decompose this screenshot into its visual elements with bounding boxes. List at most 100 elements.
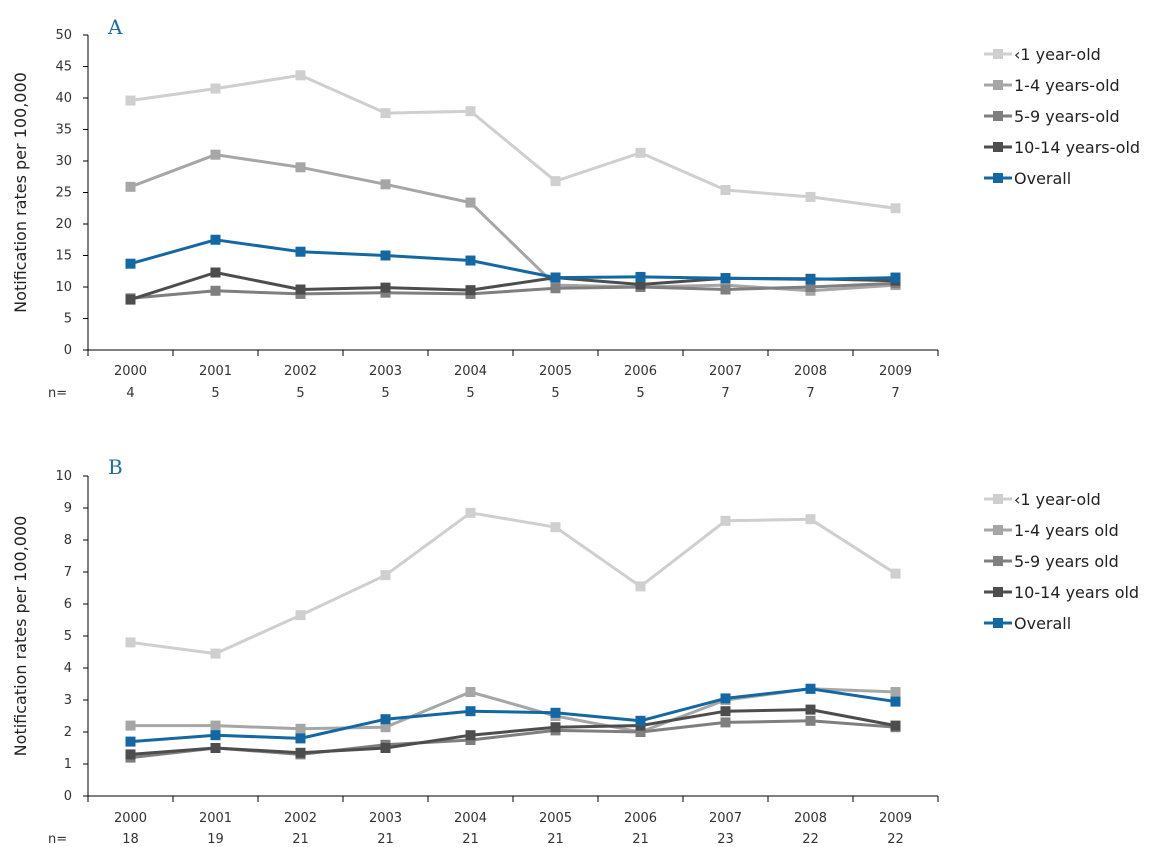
panel-a-y-axis-label: Notification rates per 100,000	[11, 72, 30, 313]
panel-b-series-1-point	[380, 570, 391, 581]
panel-b-n-label: n=	[48, 832, 67, 843]
panel-a-y-tick-label: 35	[55, 123, 72, 138]
panel-a-legend-label: 5-9 years-old	[1014, 107, 1120, 126]
panel-b-legend-label: 5-9 years old	[1014, 552, 1119, 571]
panel-a-series-5-point	[125, 258, 136, 269]
panel-b-y-tick-label: 6	[64, 597, 72, 612]
panel-a-series-5-point	[380, 250, 391, 261]
panel-a-series-3-point	[380, 287, 391, 298]
panel-a-n-value: 5	[551, 386, 559, 401]
panel-b-n-value: 21	[377, 832, 394, 843]
panel-b-series-1-point	[890, 568, 901, 579]
panel-a-x-tick-label: 2009	[879, 364, 912, 379]
panel-b-x-tick-label: 2005	[539, 811, 572, 826]
panel-a-n-value: 7	[806, 386, 814, 401]
panel-b-series-5-point	[720, 693, 731, 704]
panel-a-x-tick-label: 2002	[284, 364, 317, 379]
panel-a-y-tick-label: 50	[55, 28, 72, 43]
panel-b-x-tick-label: 2008	[794, 811, 827, 826]
panel-b-series-1-point	[635, 581, 646, 592]
panel-a-series-5-point	[805, 274, 816, 285]
panel-b-series-1-point	[465, 507, 476, 518]
panel-b-series-1-point	[210, 648, 221, 659]
panel-b-n-value: 22	[887, 832, 904, 843]
panel-b-series-4-point	[380, 743, 391, 753]
panel-a-legend-label: ‹1 year-old	[1014, 45, 1101, 64]
panel-b-series-2-point	[125, 720, 136, 731]
panel-a-n-label: n=	[48, 386, 67, 401]
panel-b-legend-swatch-marker	[993, 556, 1003, 566]
panel-a-x-tick-label: 2006	[624, 364, 657, 379]
panel-a-series-2-point	[465, 197, 476, 208]
panel-b-series-2-point	[890, 687, 901, 697]
panel-a-series-3-point	[210, 285, 221, 296]
panel-b-series-2-point	[210, 720, 221, 731]
panel-b-series-3-point	[635, 727, 646, 737]
panel-b-y-tick-label: 9	[64, 501, 72, 516]
panel-b-y-tick-label: 7	[64, 565, 72, 580]
panel-a-legend-swatch-marker	[993, 173, 1003, 183]
panel-b-legend-swatch-marker	[993, 587, 1003, 597]
panel-b-series-4-line	[130, 708, 896, 756]
panel-a-y-tick-label: 25	[55, 186, 72, 201]
panel-b-series-5-point	[805, 683, 816, 694]
panel-b-n-value: 21	[632, 832, 649, 843]
panel-a-n-value: 5	[211, 386, 219, 401]
panel-b-series-5-point	[890, 696, 901, 707]
panel-b-n-value: 21	[547, 832, 564, 843]
panel-a-series-3-line	[130, 281, 896, 300]
panel-a-n-value: 5	[636, 386, 644, 401]
panel-b-x-tick-label: 2006	[624, 811, 657, 826]
panel-b-y-tick-label: 1	[64, 757, 72, 772]
panel-a-n-value: 7	[721, 386, 729, 401]
panel-a-x-tick-label: 2005	[539, 364, 572, 379]
panel-a-n-value: 5	[466, 386, 474, 401]
panel-a-y-tick-label: 30	[55, 154, 72, 169]
panel-b-series-5-point	[465, 706, 476, 717]
panel-b-series-4-point	[465, 730, 476, 741]
panel-a-series-1-line	[130, 73, 896, 210]
panel-b-legend-swatch-marker	[993, 494, 1003, 504]
panel-b-x-tick-label: 2009	[879, 811, 912, 826]
panel-b-x-tick-label: 2003	[369, 811, 402, 826]
panel-a-n-value: 5	[381, 386, 389, 401]
panel-a-y-tick-label: 5	[64, 312, 72, 327]
panel-a-series-1-point	[125, 95, 136, 106]
panel-b-legend-swatch-marker	[993, 525, 1003, 535]
panel-b-series-5-point	[210, 730, 221, 741]
panel-a-series-2-point	[380, 179, 391, 190]
panel-a-y-tick-label: 15	[55, 249, 72, 264]
panel-a-series-5-point	[890, 272, 901, 283]
panel-a-series-3-point	[805, 282, 816, 292]
panel-a-legend-swatch-marker	[993, 111, 1003, 121]
panel-b-series-2-point	[380, 722, 391, 733]
panel-b-series-5-point	[125, 736, 136, 747]
panel-a-legend-label: 1-4 years-old	[1014, 76, 1120, 95]
panel-a-series-1-point	[890, 203, 901, 214]
panel-b-letter: B	[108, 455, 123, 479]
panel-a-chart: A 0 5 10 15 20 25 30 35 40 45 50 2000 4 2001 5 2002 5 2003…	[11, 15, 1140, 401]
panel-a-series-1-point	[295, 70, 306, 81]
panel-a-legend-label: 10-14 years-old	[1014, 138, 1140, 157]
panel-a-series-4-line	[130, 271, 896, 302]
panel-a-legend-swatch-marker	[993, 80, 1003, 90]
panel-a-legend-swatch-marker	[993, 49, 1003, 59]
panel-a-legend-swatch-marker	[993, 142, 1003, 152]
panel-a-series-1-point	[550, 176, 561, 187]
panel-b-y-tick-label: 8	[64, 533, 72, 548]
panel-a-series-1-point	[805, 191, 816, 202]
panel-b-y-tick-label: 5	[64, 629, 72, 644]
panel-b-series-4-point	[210, 743, 221, 753]
panel-a-n-value: 7	[891, 386, 899, 401]
panel-a-y-tick-label: 0	[64, 343, 72, 358]
panel-a-series-4-point	[465, 285, 476, 296]
panel-b-series-5-line	[130, 687, 896, 744]
panel-b-series-1-point	[720, 515, 731, 526]
panel-b-series-5-point	[295, 733, 306, 744]
panel-b-chart: B012345678910200018200119200221200321200…	[11, 455, 1139, 847]
panel-a-series-5-point	[465, 255, 476, 266]
panel-a-series-4-point	[635, 279, 646, 290]
panel-b-y-axis-label: Notification rates per 100,000	[11, 516, 30, 757]
panel-b-y-tick-label: 10	[55, 469, 72, 484]
panel-b-series-4-point	[890, 720, 901, 731]
